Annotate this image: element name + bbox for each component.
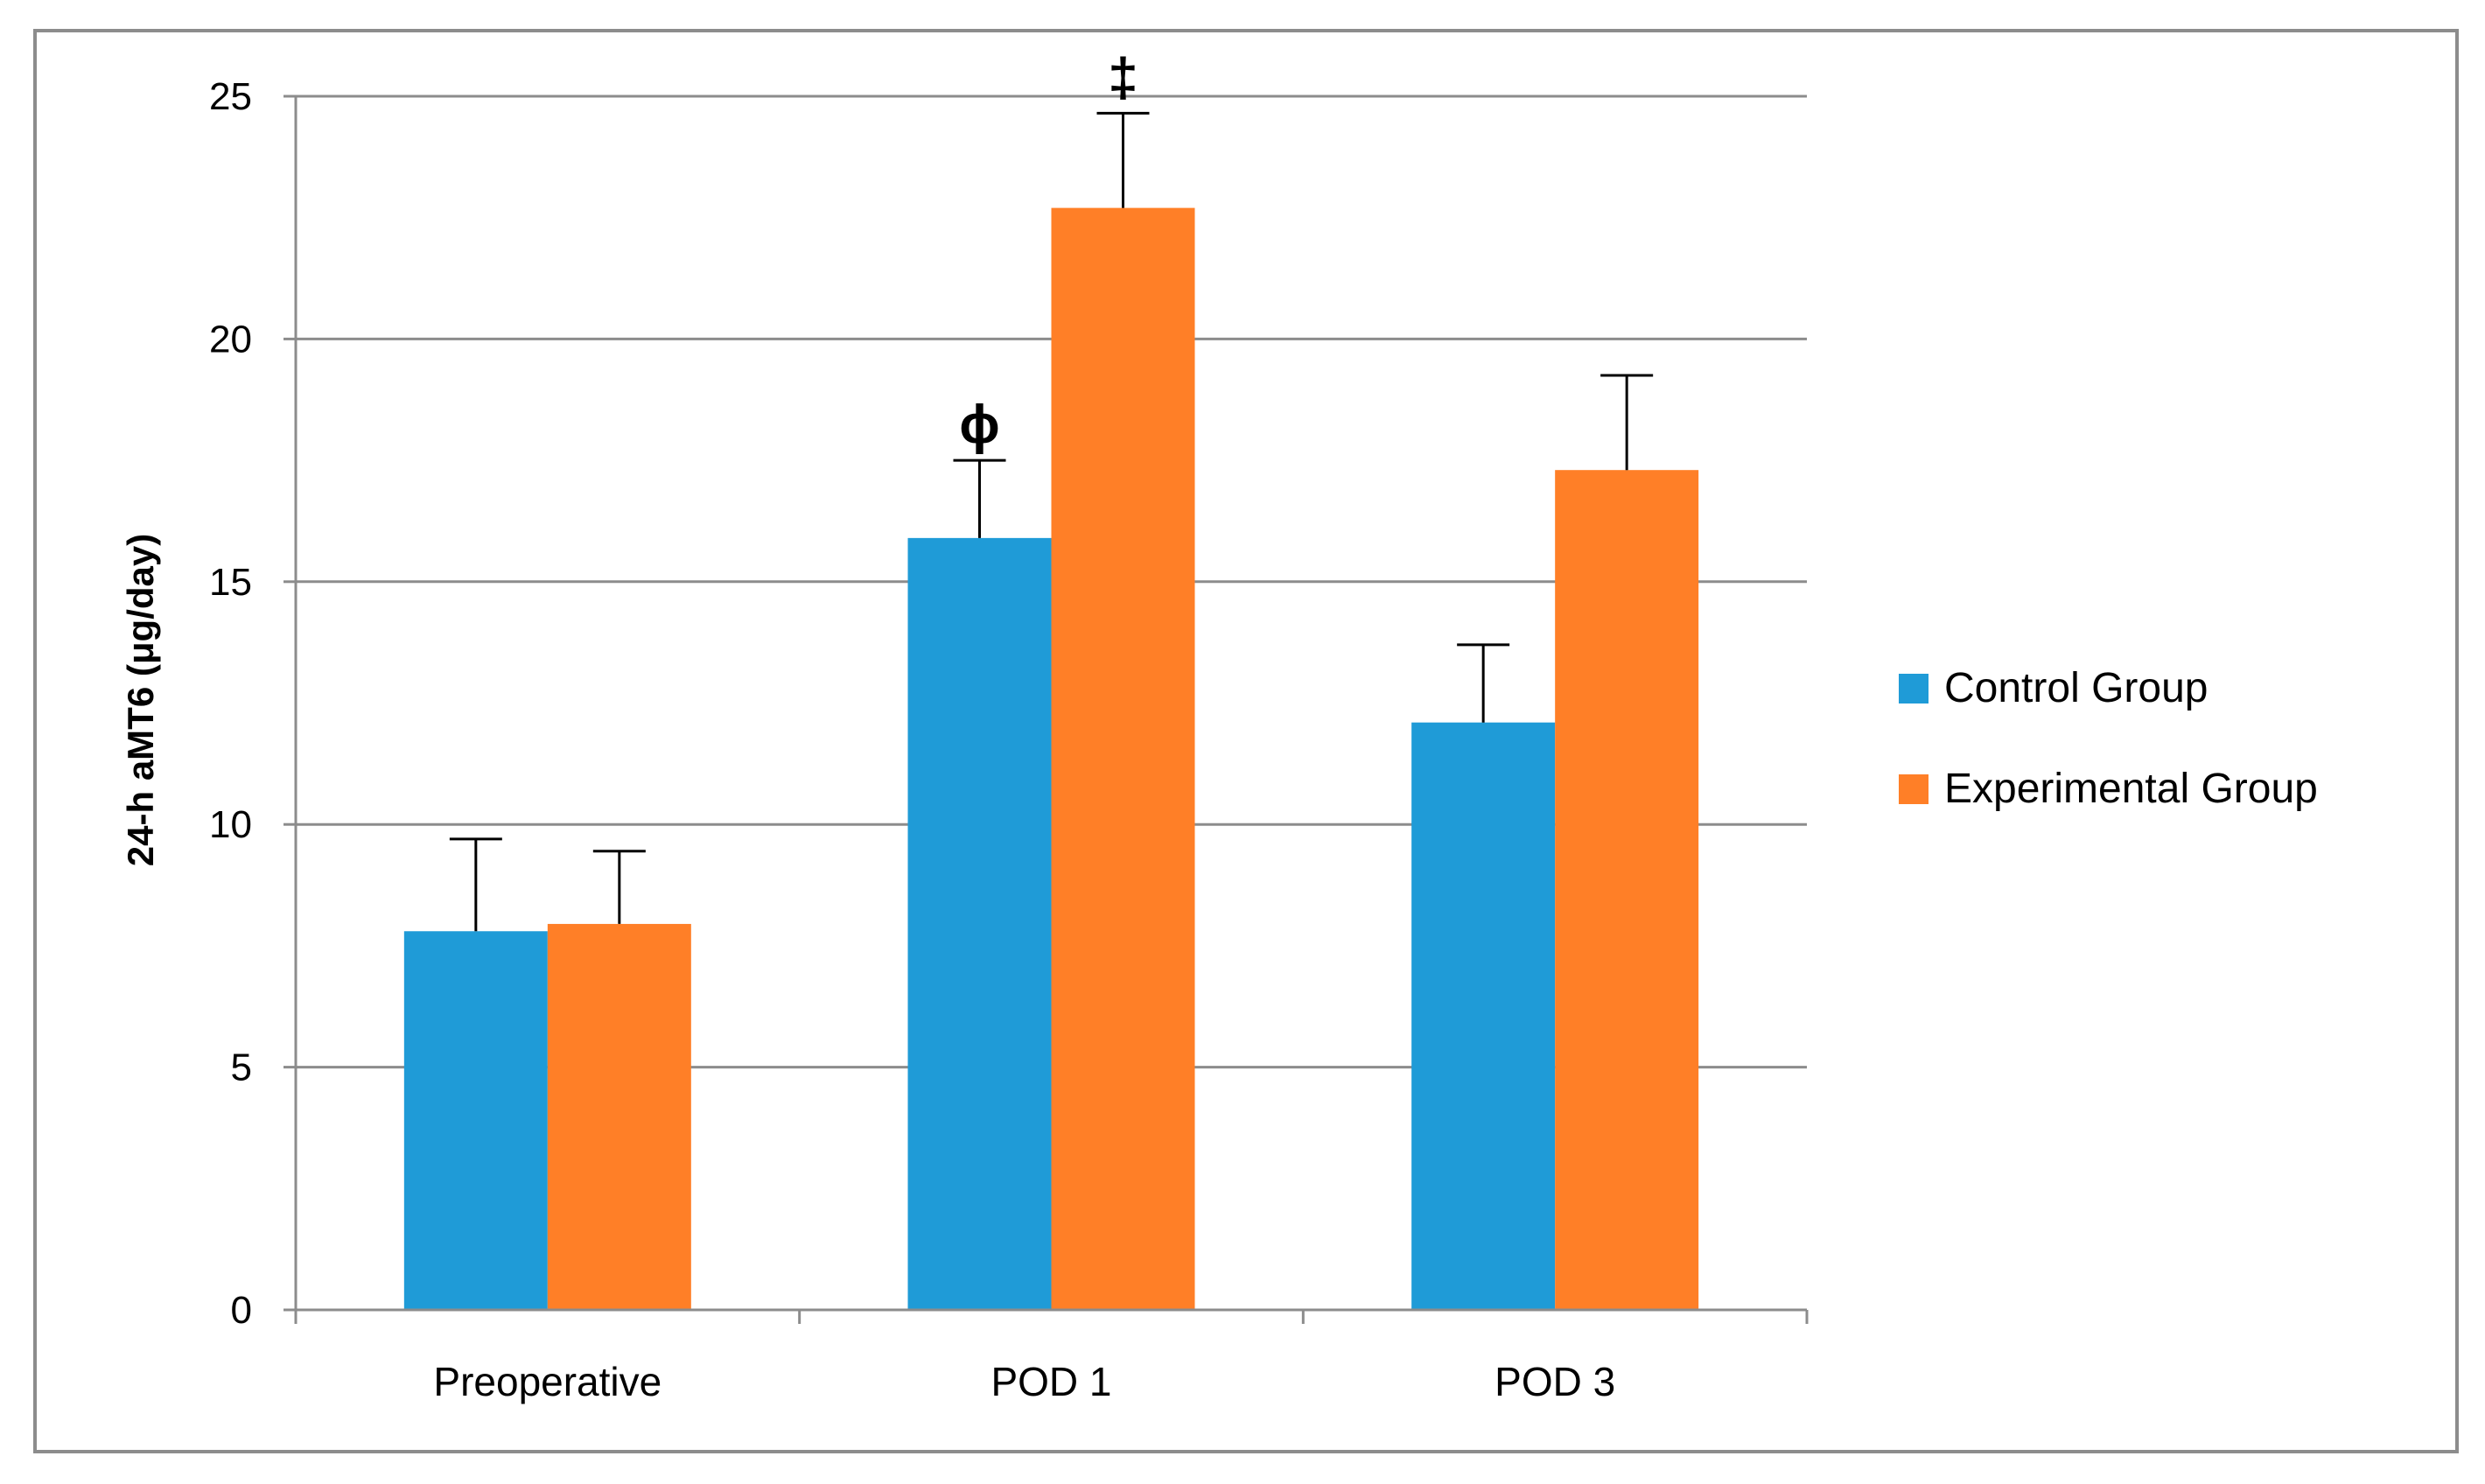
legend-swatch [1899,774,1928,804]
bar-experimental-group [547,923,691,1310]
labels: 0 5 10 15 20 25 Preoperative ϕ ‡ POD 1 POD 3 [209,47,1615,1404]
bar-experimental-group [1051,207,1195,1310]
legend-label: Experimental Group [1944,766,2318,812]
y-tick-label: 20 [209,318,252,360]
bar-control-group [403,931,548,1310]
significance-marker: ϕ [959,395,999,455]
x-tick-label: Preoperative [433,1359,662,1404]
y-axis-title: 24-h aMT6 (μg/day) [120,534,161,866]
y-tick-label: 5 [231,1046,252,1089]
legend: Control Group Experimental Group [1899,665,2318,812]
x-tick-label: POD 3 [1494,1359,1615,1404]
y-tick-label: 0 [231,1289,252,1332]
bar-experimental-group [1555,470,1699,1310]
y-tick-label: 15 [209,561,252,604]
legend-swatch [1899,674,1928,704]
chart-border [33,29,2459,1453]
bars [403,111,1699,1310]
y-tick-label: 25 [209,75,252,118]
y-tick-label: 10 [209,803,252,846]
x-tick-label: POD 1 [990,1359,1111,1404]
bar-control-group [1411,722,1556,1310]
bar-control-group [907,537,1052,1310]
legend-label: Control Group [1944,665,2208,711]
significance-marker: ‡ [1108,47,1138,108]
axes [284,94,1809,1324]
